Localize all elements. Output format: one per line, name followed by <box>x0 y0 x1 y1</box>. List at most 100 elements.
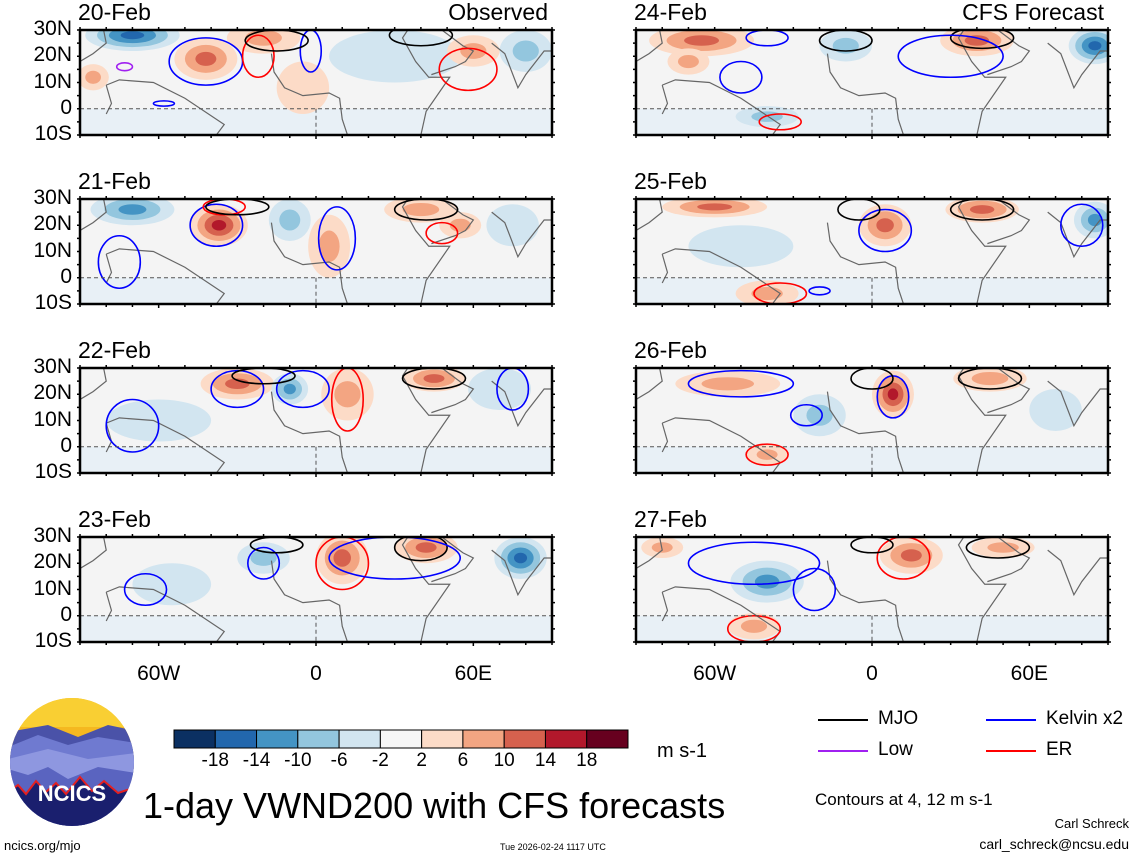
positive-anomaly <box>697 203 733 211</box>
contour-K <box>299 30 323 73</box>
negative-anomaly <box>486 204 539 247</box>
coastline <box>491 42 552 90</box>
colorbar-swatch <box>173 729 216 749</box>
contour-K <box>808 286 831 296</box>
forecast-header: CFS Forecast <box>962 0 1104 25</box>
negative-anomaly <box>1029 389 1082 431</box>
figure-title: 1-day VWND200 with CFS forecasts <box>143 785 726 826</box>
contour-E <box>758 113 803 131</box>
map-panel <box>633 534 1111 646</box>
lon-tick-label: 60W <box>693 662 737 685</box>
contour-K <box>687 541 821 586</box>
contour-M <box>205 199 270 216</box>
coastline <box>987 199 1031 245</box>
panel-date: 24-Feb <box>634 0 707 25</box>
positive-anomaly <box>195 51 217 66</box>
lat-tick-label: 30N <box>33 355 72 378</box>
positive-anomaly <box>701 377 754 391</box>
panel-date: 23-Feb <box>78 506 151 532</box>
map-panel <box>633 196 1111 308</box>
panel-date: 26-Feb <box>634 337 707 363</box>
negative-anomaly <box>279 209 301 231</box>
panel-date: 21-Feb <box>78 168 151 194</box>
panel-date: 22-Feb <box>78 337 151 363</box>
coastline <box>661 591 669 622</box>
colorbar-tick-label: 2 <box>416 750 427 771</box>
colorbar-tick-label: -6 <box>330 750 348 771</box>
lat-tick-label: 0 <box>60 602 72 626</box>
contour-K <box>719 60 763 94</box>
coastline <box>491 380 552 428</box>
contour-M <box>231 368 296 385</box>
colorbar-tick-label: -10 <box>284 750 312 771</box>
coastline <box>661 253 669 284</box>
positive-anomaly <box>887 388 899 401</box>
coastline <box>401 30 451 135</box>
contour-M <box>949 30 1015 50</box>
site-link[interactable]: ncics.org/mjo <box>4 838 81 853</box>
contour-K <box>189 203 244 248</box>
coastline <box>270 53 349 135</box>
contour-K <box>496 368 530 411</box>
legend-line-low <box>818 750 868 752</box>
lat-tick-label: 20N <box>33 381 72 405</box>
lat-tick-label: 10N <box>33 407 72 431</box>
coastline <box>270 560 349 642</box>
panel-date: 20-Feb <box>78 0 151 25</box>
colorbar-tick-label: 18 <box>576 750 598 771</box>
contour-K <box>745 30 789 47</box>
coastline <box>80 30 107 63</box>
lat-tick-label: 10S <box>34 122 72 145</box>
negative-anomaly <box>283 383 296 395</box>
lat-tick-label: 0 <box>60 95 72 119</box>
positive-anomaly <box>971 371 1009 386</box>
coastline <box>270 222 349 304</box>
coastline <box>826 53 905 135</box>
colorbar-swatch <box>544 729 588 749</box>
negative-anomaly <box>120 31 145 40</box>
colorbar-swatch <box>503 729 546 749</box>
coastline <box>636 199 663 232</box>
contour-E <box>876 537 931 580</box>
lon-tick-label: 0 <box>866 662 878 685</box>
colorbar-swatch <box>338 729 381 749</box>
observed-header: Observed <box>448 0 548 25</box>
coastline <box>636 368 663 401</box>
positive-anomaly <box>423 374 445 383</box>
map-panel <box>77 196 555 308</box>
units-label: m s-1 <box>657 740 707 762</box>
colorbar-swatch <box>379 729 423 749</box>
author-email[interactable]: carl_schreck@ncsu.edu <box>979 836 1129 852</box>
coastline <box>636 537 663 570</box>
contour-K <box>152 100 176 107</box>
colorbar-swatch <box>214 729 258 749</box>
panel-date: 25-Feb <box>634 168 707 194</box>
legend-line-mjo <box>818 719 868 721</box>
legend-line-er <box>986 750 1036 752</box>
positive-anomaly <box>969 205 995 214</box>
positive-anomaly <box>415 542 437 553</box>
colorbar-labels: -18 -14 -10 -6 -2 2 6 10 14 18 <box>173 750 629 774</box>
coastline <box>661 79 782 135</box>
colorbar-swatch <box>297 729 340 749</box>
coastline <box>105 591 113 622</box>
positive-anomaly <box>740 619 768 633</box>
coastline <box>636 30 663 63</box>
contour-M <box>244 30 309 52</box>
colorbar-swatch <box>421 729 464 749</box>
coastline <box>80 199 107 232</box>
positive-anomaly <box>964 35 990 46</box>
contour-M <box>388 30 454 47</box>
timestamp: Tue 2026-02-24 1117 UTC <box>500 842 606 852</box>
negative-anomaly <box>806 404 833 426</box>
author: Carl Schreck <box>1054 816 1129 831</box>
legend-label: Low <box>878 739 913 760</box>
contour-M <box>393 537 448 562</box>
ncics-logo: NCICS <box>10 698 134 826</box>
contour-M <box>393 199 459 221</box>
negative-anomaly <box>1088 41 1102 51</box>
positive-anomaly <box>211 220 227 231</box>
contour-K <box>275 369 330 409</box>
contour-K <box>123 572 168 607</box>
